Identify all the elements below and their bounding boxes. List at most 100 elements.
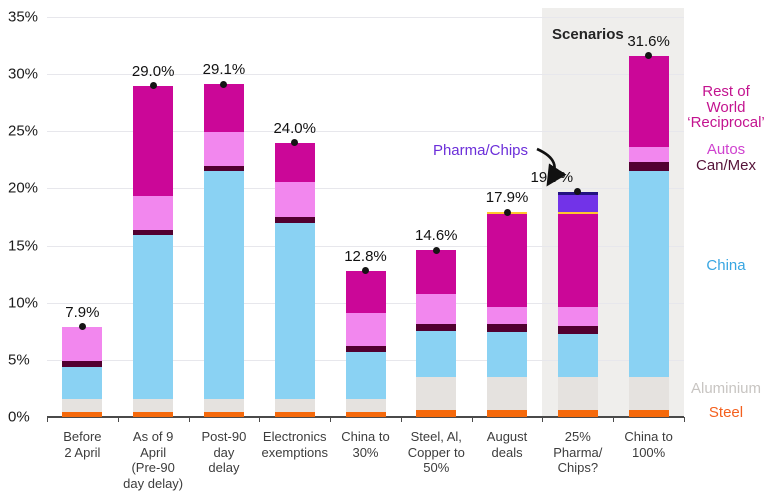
x-axis-tick	[542, 417, 544, 422]
y-tick-label: 25%	[8, 122, 39, 140]
gridline	[47, 74, 684, 76]
x-tick-label: As of 9 April (Pre-90 day delay)	[123, 429, 184, 491]
bar-segment-rest-of-world-reciprocal-	[416, 250, 457, 294]
bar-segment-autos	[487, 307, 528, 325]
x-tick-label: Post-90 day delay	[201, 429, 247, 475]
y-tick-label: 35%	[8, 8, 39, 26]
total-marker-dot	[362, 267, 369, 275]
bar-total-label: 29.0%	[131, 62, 175, 80]
bar-total-label: 31.6%	[627, 32, 670, 50]
legend-item-autos: Autos	[706, 141, 746, 158]
bar-segment-china	[274, 222, 315, 399]
x-axis-tick	[613, 417, 615, 422]
x-axis-tick	[117, 417, 119, 422]
bar-segment-aluminium	[274, 398, 315, 413]
x-tick-label: August deals	[486, 429, 528, 460]
bar-total-label: 12.8%	[344, 247, 387, 265]
bar-segment-rest-of-world-reciprocal-	[133, 85, 174, 197]
legend-item-steel: Steel	[708, 404, 744, 421]
total-marker-dot	[574, 188, 582, 196]
total-marker-dot	[291, 139, 299, 147]
x-tick-label: China to 100%	[624, 429, 673, 460]
bar-total-label: 14.6%	[414, 227, 458, 245]
total-marker-dot	[220, 80, 228, 88]
bar-segment-rest-of-world-reciprocal-	[274, 142, 315, 182]
y-tick-label: 0%	[8, 408, 30, 426]
total-marker-dot	[78, 323, 86, 331]
y-tick-label: 5%	[8, 351, 30, 369]
x-axis-tick	[471, 417, 473, 422]
bar-segment-steel	[487, 410, 528, 417]
x-tick-label: 25% Pharma/Chips?	[553, 429, 603, 475]
bar-segment-steel	[62, 412, 103, 417]
x-tick-label: Steel, Al, Copper to 50%	[407, 429, 465, 475]
y-tick-label: 30%	[8, 65, 39, 83]
x-axis-line	[47, 416, 684, 418]
bar-segment-aluminium	[557, 377, 598, 411]
bar-segment-steel	[133, 412, 174, 417]
bar-segment-china	[628, 171, 669, 377]
bar-total-label: 7.9%	[65, 303, 100, 321]
bar-segment-aluminium	[487, 377, 528, 411]
bar-segment-china	[345, 351, 386, 399]
bar-segment-rest-of-world-reciprocal-	[203, 84, 244, 133]
bar-segment-can-mex	[274, 217, 315, 223]
y-tick-label: 20%	[8, 179, 39, 197]
x-axis-tick	[47, 417, 48, 422]
bar-segment-rest-of-world-reciprocal-	[487, 214, 528, 308]
x-axis-tick	[684, 417, 685, 422]
bar-segment-steel	[416, 410, 457, 417]
bar-segment-can-mex	[416, 324, 457, 332]
total-marker-dot	[149, 82, 157, 90]
bar-segment-aluminium	[628, 377, 669, 411]
bar-segment-autos	[274, 181, 315, 217]
legend-item-rest-of-world-reciprocal-: Rest of World ‘Reciprocal’	[687, 83, 765, 131]
bar-segment-steel	[557, 410, 598, 417]
bar-segment-china	[557, 333, 598, 377]
bar-segment-aluminium	[62, 398, 103, 413]
gridline	[47, 245, 684, 247]
x-axis-tick	[400, 417, 402, 422]
pharma-chips-annotation-label: Pharma/Chips	[432, 142, 528, 159]
bar-segment-steel	[345, 412, 386, 417]
bar-segment-can-mex	[203, 165, 244, 172]
gridline	[47, 188, 684, 190]
legend-item-aluminium: Aluminium	[690, 380, 762, 397]
bar-segment-china	[416, 331, 457, 377]
bar-total-label: 29.1%	[202, 61, 246, 79]
bar-segment-can-mex	[557, 325, 598, 334]
bar-segment-aluminium	[203, 398, 244, 413]
x-axis-tick	[259, 417, 261, 422]
bar-segment-can-mex	[345, 346, 386, 352]
bar-total-label: 17.9%	[485, 189, 529, 207]
bar-segment-autos	[628, 147, 669, 163]
x-tick-label: Before 2 April	[63, 429, 102, 460]
bar-segment-rest-of-world-reciprocal-	[557, 214, 598, 308]
bar-segment-can-mex	[133, 230, 174, 236]
bar-segment-aluminium	[133, 398, 174, 413]
bar-segment-autos	[62, 326, 103, 361]
bar-segment-rest-of-world-reciprocal-	[345, 270, 386, 313]
bar-segment-aluminium	[416, 377, 457, 411]
gridline	[47, 17, 684, 18]
bar-segment-autos	[416, 293, 457, 325]
bar-segment-autos	[345, 313, 386, 347]
scenarios-band-label: Scenarios	[552, 26, 624, 43]
bar-segment-aluminium	[345, 398, 386, 413]
bar-segment-can-mex	[62, 361, 103, 367]
bar-segment-steel	[203, 412, 244, 417]
bar-segment-can-mex	[487, 324, 528, 333]
gridline	[47, 131, 684, 133]
bar-segment-can-mex	[628, 162, 669, 172]
bar-segment-gold-marker-unlabelled-	[557, 212, 598, 215]
bar-segment-china	[62, 366, 103, 399]
pharma-chips-annotation-arrow	[536, 147, 567, 187]
legend-item-can-mex: Can/Mex	[695, 157, 757, 174]
bar-segment-autos	[203, 132, 244, 166]
bar-segment-autos	[133, 196, 174, 231]
y-tick-label: 15%	[8, 237, 39, 255]
bar-segment-china	[203, 171, 244, 399]
x-tick-label: China to 30%	[341, 429, 390, 460]
total-marker-dot	[432, 246, 440, 254]
